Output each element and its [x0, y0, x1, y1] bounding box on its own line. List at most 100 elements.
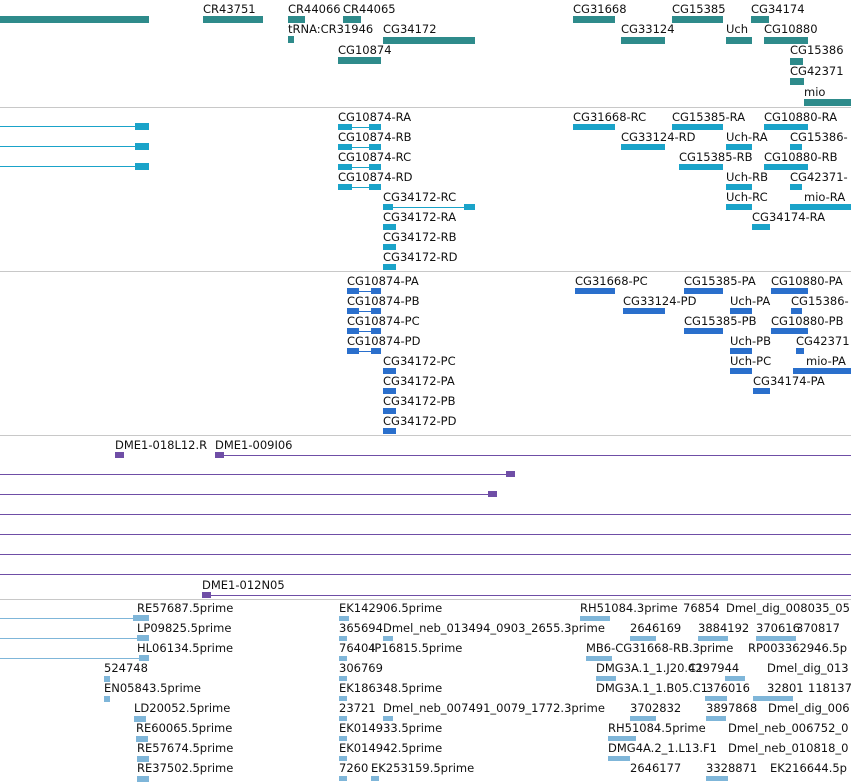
gene-label[interactable]: CG34172 [383, 22, 437, 36]
protein-label[interactable]: CG34172-PB [383, 394, 456, 408]
protein-line[interactable] [347, 311, 381, 312]
transcript-label[interactable]: CG15385-RA [672, 110, 746, 124]
est-label[interactable]: Dmel_neb_006752_0 [728, 721, 849, 735]
est-label[interactable]: MB6-CG31668-RB.3prime [586, 641, 734, 655]
est-label[interactable]: 23721 [339, 701, 376, 715]
est-label[interactable]: 76854 [683, 601, 720, 615]
est-label[interactable]: IP16815.5prime [371, 641, 463, 655]
transcript-label[interactable]: Uch-RA [726, 130, 768, 144]
protein-label[interactable]: CG15385-PB [684, 314, 757, 328]
protein-label[interactable]: Uch-PA [730, 294, 771, 308]
est-label[interactable]: RH51084.3prime [580, 601, 678, 615]
est-label[interactable]: LD20052.5prime [134, 701, 231, 715]
est-label[interactable]: HL06134.5prime [137, 641, 234, 655]
est-label[interactable]: 7260 [339, 761, 369, 775]
gene-label[interactable]: CG33124 [621, 22, 675, 36]
gene-feature[interactable] [338, 57, 381, 64]
clone-end[interactable] [215, 452, 224, 458]
transcript-label[interactable]: CG10874-RA [338, 110, 412, 124]
gene-feature[interactable] [672, 16, 723, 23]
transcript-line[interactable] [338, 147, 381, 148]
est-label[interactable]: 370616 [756, 621, 800, 635]
gene-feature[interactable] [804, 99, 851, 106]
est-line[interactable] [0, 618, 140, 619]
transcript-label[interactable]: CG15386- [790, 130, 848, 144]
transcript-line[interactable] [0, 166, 136, 167]
transcript-label[interactable]: CG34172-RC [383, 190, 457, 204]
clone-label[interactable]: DME1-009I06 [215, 438, 293, 452]
est-label[interactable]: EK014933.5prime [339, 721, 443, 735]
est-label[interactable]: Dmel_dig_013 [767, 661, 849, 675]
gene-label[interactable]: CR44065 [343, 2, 396, 16]
est-label[interactable]: 3897868 [706, 701, 758, 715]
clone-end[interactable] [488, 491, 497, 497]
protein-label[interactable]: mio-PA [806, 354, 846, 368]
gene-feature[interactable] [0, 16, 149, 23]
est-label[interactable]: 2646177 [630, 761, 682, 775]
gene-label[interactable]: CG42371 [790, 64, 844, 78]
protein-label[interactable]: CG34172-PA [383, 374, 455, 388]
est-label[interactable]: 2646169 [630, 621, 682, 635]
gene-label[interactable]: CG15385 [672, 2, 726, 16]
gene-feature[interactable] [203, 16, 263, 23]
clone-end[interactable] [506, 471, 515, 477]
est-label[interactable]: 118137 [808, 681, 851, 695]
transcript-line[interactable] [0, 146, 136, 147]
protein-label[interactable]: CG10874-PB [347, 294, 420, 308]
est-label[interactable]: Dmel_dig_006 [768, 701, 850, 715]
est-label[interactable]: Dmel_neb_013494_0903_2655.3prime [383, 621, 605, 635]
gene-label[interactable]: mio [804, 85, 826, 99]
transcript-label[interactable]: CG15385-RB [679, 150, 753, 164]
transcript-label[interactable]: CG10880-RA [764, 110, 838, 124]
gene-label[interactable]: CG10880 [764, 22, 818, 36]
transcript-line[interactable] [338, 167, 381, 168]
protein-label[interactable]: Uch-PB [730, 334, 772, 348]
est-label[interactable]: DMG3A.1_1.J20.C1 [596, 661, 704, 675]
transcript-label[interactable]: CG10874-RB [338, 130, 412, 144]
clone-line[interactable] [0, 534, 851, 535]
protein-label[interactable]: CG15386- [791, 294, 849, 308]
est-label[interactable]: 524748 [104, 661, 148, 675]
gene-feature[interactable] [726, 37, 752, 44]
clone-line[interactable] [0, 514, 851, 515]
protein-label[interactable]: CG34172-PD [383, 414, 457, 428]
gene-feature[interactable] [288, 36, 294, 43]
protein-label[interactable]: Uch-PC [730, 354, 772, 368]
est-label[interactable]: 76404 [339, 641, 376, 655]
est-label[interactable]: 32801 [767, 681, 804, 695]
est-label[interactable]: 376016 [706, 681, 750, 695]
transcript-label[interactable]: CG31668-RC [573, 110, 647, 124]
transcript-label[interactable]: CG42371- [790, 170, 848, 184]
clone-label[interactable]: DME1-012N05 [202, 578, 285, 592]
est-label[interactable]: RP003362946.5p [748, 641, 848, 655]
transcript-label[interactable]: Uch-RC [726, 190, 768, 204]
clone-line[interactable] [0, 574, 851, 575]
clone-end[interactable] [115, 452, 124, 458]
est-label[interactable]: LP09825.5prime [137, 621, 232, 635]
protein-line[interactable] [347, 291, 381, 292]
est-label[interactable]: RE60065.5prime [136, 721, 233, 735]
est-label[interactable]: EK186348.5prime [339, 681, 443, 695]
clone-end[interactable] [202, 592, 211, 598]
est-label[interactable]: EK014942.5prime [339, 741, 443, 755]
protein-label[interactable]: CG34172-PC [383, 354, 456, 368]
protein-label[interactable]: CG10880-PA [771, 274, 843, 288]
transcript-label[interactable]: CG33124-RD [621, 130, 696, 144]
transcript-label[interactable]: CG34172-RB [383, 230, 457, 244]
clone-line[interactable] [224, 455, 851, 456]
est-label[interactable]: EK142906.5prime [339, 601, 443, 615]
est-label[interactable]: 306769 [339, 661, 383, 675]
protein-label[interactable]: CG10874-PD [347, 334, 421, 348]
est-label[interactable]: 4297944 [688, 661, 740, 675]
est-label[interactable]: RH51084.5prime [608, 721, 706, 735]
transcript-label[interactable]: CG34172-RA [383, 210, 457, 224]
transcript-line[interactable] [338, 187, 381, 188]
est-label[interactable]: EN05843.5prime [104, 681, 201, 695]
transcript-label[interactable]: CG10874-RC [338, 150, 412, 164]
est-label[interactable]: 370817 [796, 621, 840, 635]
est-label[interactable]: RE37502.5prime [137, 761, 234, 775]
transcript-label[interactable]: mio-RA [804, 190, 846, 204]
clone-line[interactable] [211, 595, 851, 596]
gene-label[interactable]: CG10874 [338, 43, 392, 57]
gene-feature[interactable] [288, 16, 305, 23]
